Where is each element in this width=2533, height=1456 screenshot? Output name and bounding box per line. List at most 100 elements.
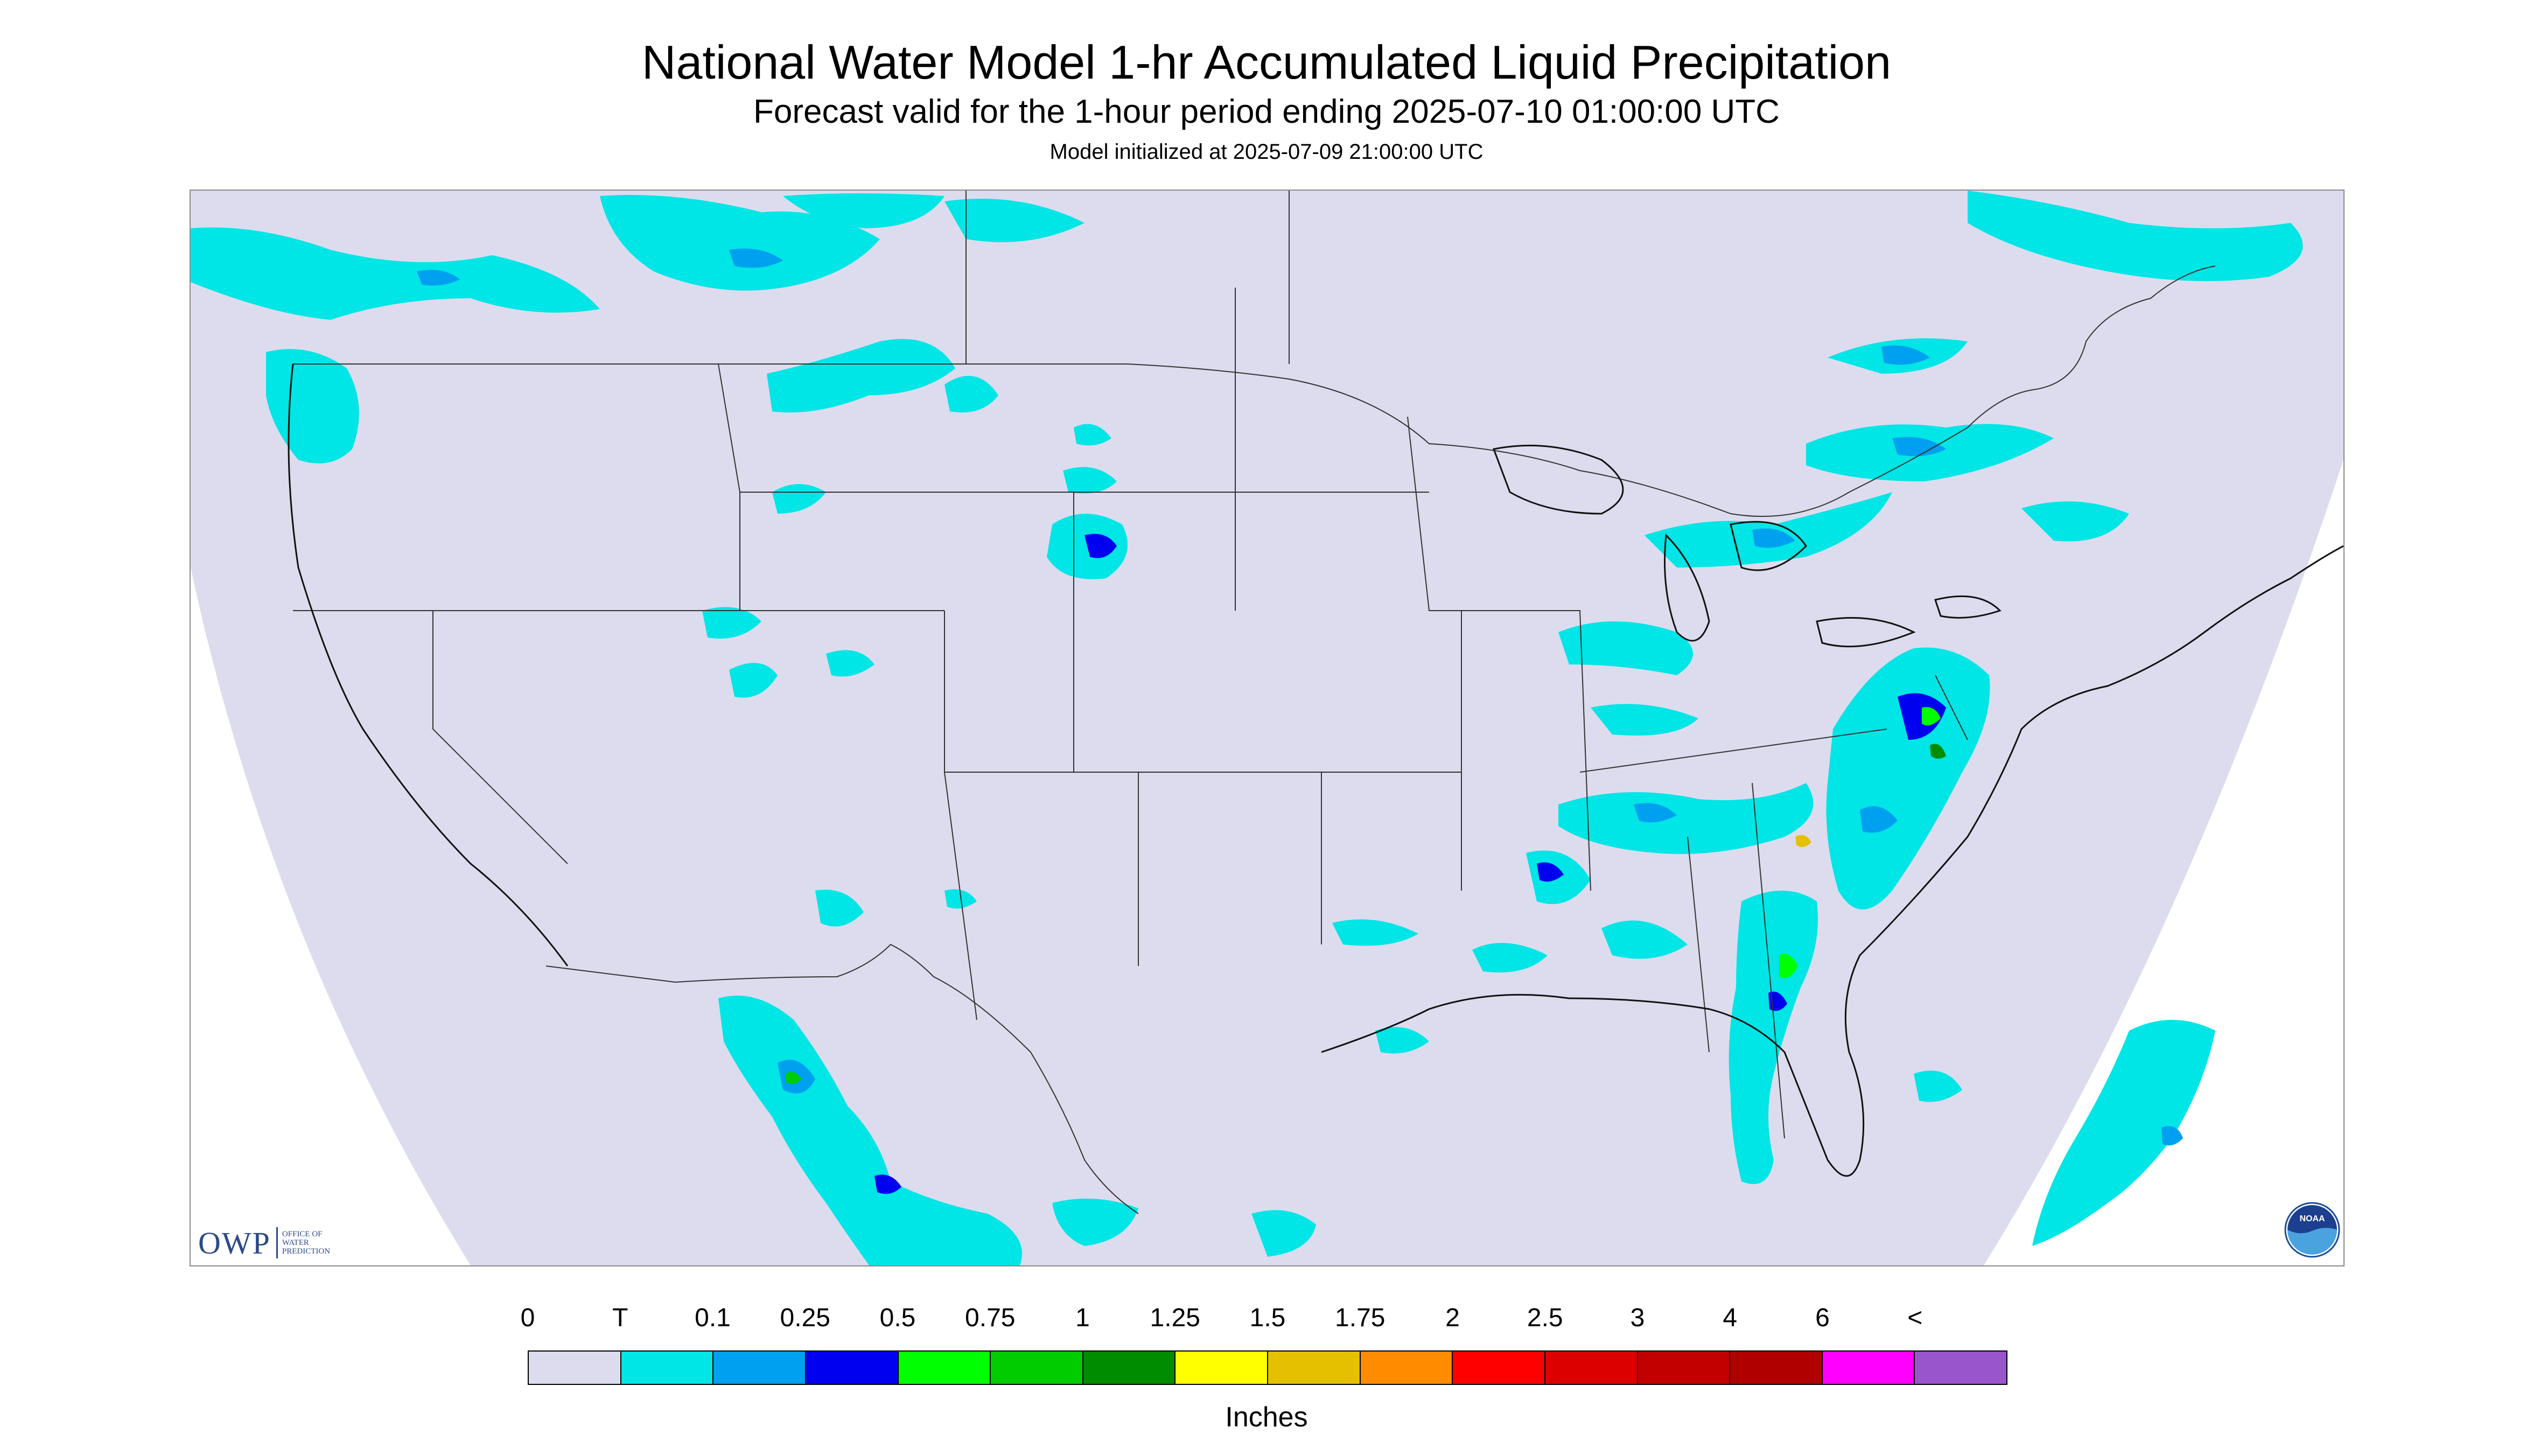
legend-swatch [1175, 1352, 1268, 1384]
precip-area [702, 607, 761, 639]
legend-swatch [621, 1352, 714, 1384]
legend-tick-label: 6 [1815, 1304, 1830, 1332]
legend-swatch [1453, 1352, 1545, 1384]
precip-area [1634, 803, 1677, 823]
precip-area [1591, 704, 1698, 736]
legend-tick-label: 1.75 [1335, 1304, 1386, 1332]
precip-area [1768, 991, 1787, 1011]
precip-area [1601, 920, 1688, 959]
precip-area [786, 1072, 802, 1084]
legend-tick-label: < [1907, 1304, 1923, 1332]
legend-swatch [1915, 1352, 2006, 1384]
legend-swatch [1268, 1352, 1361, 1384]
legend-labels: 0 T 0.1 0.25 0.5 0.75 1 1.25 1.5 1.75 2 2.5 3 4 6 < [0, 1303, 2533, 1335]
precip-areas [191, 191, 2303, 1265]
precip-area [2032, 1020, 2215, 1246]
legend-tick-label: T [612, 1304, 628, 1332]
precip-area [1052, 1199, 1138, 1246]
precip-area [1860, 806, 1898, 833]
precip-area [772, 484, 826, 514]
precip-area [417, 270, 460, 286]
legend-tick-label: 1.25 [1150, 1304, 1200, 1332]
legend-tick-label: 0.75 [965, 1304, 1016, 1332]
legend-tick-label: 0.5 [879, 1304, 916, 1332]
precip-area [1063, 467, 1117, 494]
precip-area [1472, 943, 1548, 972]
model-init-line: Model initialized at 2025-07-09 21:00:00… [1049, 140, 1484, 164]
precipitation-map [190, 190, 2345, 1266]
precip-area [783, 193, 944, 228]
precip-area [1558, 783, 1814, 854]
us-mexico-border [545, 943, 1139, 1214]
precip-area [815, 890, 864, 927]
legend-tick-label: 2 [1445, 1304, 1460, 1332]
precip-area [1251, 1210, 1316, 1257]
legend-tick-label: 3 [1630, 1304, 1645, 1332]
precip-area [944, 199, 1084, 242]
precip-area [1084, 534, 1117, 558]
map-canvas [191, 191, 2343, 1265]
precip-area [826, 650, 874, 677]
legend-swatch [806, 1352, 899, 1384]
precip-area [944, 376, 998, 412]
precip-area [1968, 191, 2303, 281]
legend-tick-label: 0 [520, 1304, 535, 1332]
forecast-valid-subtitle: Forecast valid for the 1-hour period end… [753, 93, 1780, 130]
state-line [293, 191, 1968, 1139]
precip-area [1332, 919, 1418, 946]
map-title: National Water Model 1-hr Accumulated Li… [641, 36, 1892, 89]
owp-logo-letters: OWP [198, 1225, 271, 1261]
precip-area [1752, 528, 1795, 548]
precip-area [1795, 835, 1811, 847]
precip-area [2021, 501, 2129, 542]
precip-area [767, 339, 955, 412]
legend-swatch [1638, 1352, 1731, 1384]
precip-area [1892, 437, 1946, 457]
legend-swatch [1822, 1352, 1915, 1384]
owp-logo-line: PREDICTION [282, 1247, 331, 1256]
precip-area [1558, 621, 1693, 675]
owp-logo-line: WATER [282, 1238, 309, 1247]
precip-area [874, 1174, 901, 1194]
precip-area [1074, 424, 1111, 446]
coastline [288, 363, 2343, 1177]
legend-swatch [1360, 1352, 1453, 1384]
precip-area [1922, 707, 1941, 726]
precip-area [1826, 647, 1990, 909]
precip-area [1930, 744, 1946, 759]
legend-tick-label: 0.1 [695, 1304, 731, 1332]
legend-tick-label: 2.5 [1527, 1304, 1563, 1332]
precip-area [1537, 862, 1564, 882]
precip-area [1914, 1070, 1962, 1102]
precip-area [729, 248, 783, 268]
precip-area [1779, 954, 1798, 978]
legend-swatch [991, 1352, 1083, 1384]
precip-area [1881, 345, 1930, 365]
precip-area [1047, 514, 1128, 579]
great-lakes [1492, 444, 2002, 648]
state-boundaries [288, 191, 2343, 1214]
legend-swatch [529, 1352, 621, 1384]
legend-swatch [1083, 1352, 1176, 1384]
us-canada-border [293, 265, 2216, 517]
noaa-logo: NOAA [2284, 1202, 2340, 1258]
legend-colorbar [528, 1350, 2007, 1385]
legend-swatch [1545, 1352, 1638, 1384]
precip-area [600, 195, 880, 291]
precip-area [2161, 1126, 2183, 1146]
owp-logo: OWP OFFICE OF WATER PREDICTION [198, 1221, 347, 1264]
precip-area [1375, 1027, 1429, 1054]
legend-swatch [713, 1352, 806, 1384]
legend-unit: Inches [1225, 1402, 1308, 1433]
legend-tick-label: 4 [1723, 1304, 1738, 1332]
precip-area [729, 663, 778, 698]
precip-area [191, 227, 600, 320]
model-domain [191, 191, 2343, 1265]
owp-logo-subtext: OFFICE OF WATER PREDICTION [282, 1230, 347, 1256]
noaa-logo-text: NOAA [2299, 1214, 2325, 1223]
legend-tick-label: 1.5 [1249, 1304, 1286, 1332]
legend-swatch [1730, 1352, 1823, 1384]
owp-logo-divider [276, 1227, 278, 1258]
legend-tick-label: 0.25 [780, 1304, 830, 1332]
legend-tick-label: 1 [1075, 1304, 1090, 1332]
